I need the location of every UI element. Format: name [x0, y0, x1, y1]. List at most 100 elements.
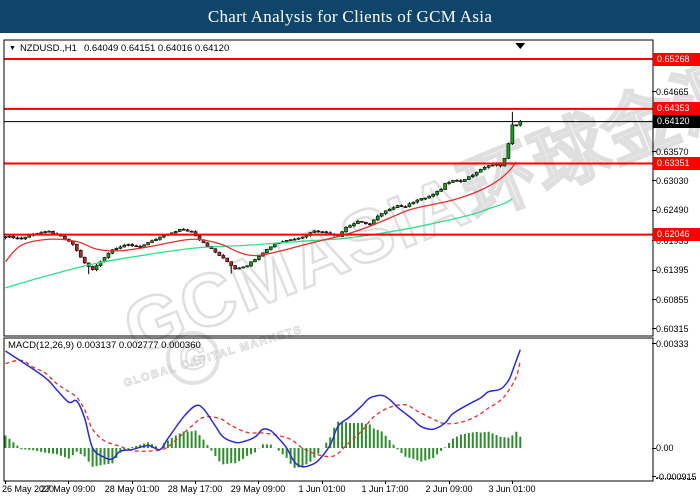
- candle[interactable]: [189, 230, 194, 233]
- candle[interactable]: [154, 239, 158, 241]
- candle[interactable]: [15, 237, 20, 240]
- candle[interactable]: [241, 266, 245, 269]
- macd-pane[interactable]: [4, 349, 522, 468]
- candle[interactable]: [344, 227, 348, 233]
- candle[interactable]: [173, 231, 178, 234]
- candle[interactable]: [122, 244, 127, 248]
- candle[interactable]: [411, 201, 416, 205]
- candle[interactable]: [316, 230, 321, 233]
- candle[interactable]: [213, 248, 218, 253]
- candle[interactable]: [205, 242, 210, 247]
- candle[interactable]: [158, 236, 162, 240]
- candle[interactable]: [478, 168, 483, 173]
- candle[interactable]: [312, 230, 317, 233]
- candle[interactable]: [463, 179, 467, 182]
- candle[interactable]: [71, 240, 75, 245]
- candle[interactable]: [82, 256, 87, 264]
- candle[interactable]: [63, 235, 67, 240]
- candle[interactable]: [419, 198, 424, 201]
- main-chart-pane[interactable]: [4, 58, 653, 289]
- candle[interactable]: [19, 237, 24, 240]
- candle[interactable]: [217, 251, 222, 256]
- candle[interactable]: [284, 240, 289, 242]
- candle[interactable]: [352, 223, 356, 226]
- candle[interactable]: [74, 243, 79, 251]
- candle[interactable]: [360, 221, 364, 223]
- candle[interactable]: [39, 232, 43, 234]
- candle[interactable]: [371, 219, 376, 225]
- candle[interactable]: [51, 230, 55, 234]
- candle[interactable]: [431, 194, 435, 197]
- candle[interactable]: [162, 235, 166, 238]
- candle[interactable]: [415, 199, 420, 203]
- candle[interactable]: [43, 231, 47, 233]
- candle[interactable]: [185, 229, 190, 232]
- candle[interactable]: [443, 183, 447, 190]
- candle[interactable]: [510, 124, 515, 145]
- candle[interactable]: [130, 244, 135, 247]
- candle[interactable]: [387, 208, 392, 212]
- candle[interactable]: [138, 245, 142, 248]
- candle[interactable]: [229, 261, 234, 266]
- candle[interactable]: [379, 213, 384, 217]
- candle[interactable]: [439, 189, 443, 192]
- candle[interactable]: [126, 244, 131, 246]
- candle[interactable]: [90, 266, 95, 270]
- candle[interactable]: [249, 261, 253, 267]
- candle[interactable]: [47, 230, 51, 233]
- candle[interactable]: [459, 180, 463, 182]
- candle[interactable]: [114, 248, 119, 250]
- candle[interactable]: [375, 215, 380, 221]
- candle[interactable]: [245, 265, 249, 268]
- candle[interactable]: [391, 207, 396, 210]
- candle[interactable]: [474, 171, 479, 176]
- candle[interactable]: [514, 124, 519, 127]
- candle[interactable]: [451, 180, 455, 183]
- candle[interactable]: [150, 240, 154, 243]
- candle[interactable]: [368, 223, 372, 226]
- candle[interactable]: [502, 158, 507, 167]
- candle[interactable]: [146, 242, 150, 246]
- candle[interactable]: [296, 237, 301, 240]
- candle[interactable]: [407, 203, 412, 207]
- candle[interactable]: [181, 228, 186, 231]
- candle[interactable]: [237, 267, 241, 270]
- candle[interactable]: [435, 191, 439, 195]
- candle[interactable]: [253, 259, 257, 263]
- candle[interactable]: [348, 225, 352, 228]
- candle[interactable]: [257, 255, 261, 260]
- candle[interactable]: [486, 165, 491, 168]
- candle[interactable]: [455, 180, 459, 182]
- candle[interactable]: [118, 246, 123, 249]
- candle[interactable]: [467, 176, 471, 180]
- candle[interactable]: [272, 243, 277, 248]
- candle[interactable]: [7, 235, 12, 238]
- candle[interactable]: [403, 206, 408, 208]
- candle[interactable]: [506, 143, 511, 159]
- candle[interactable]: [447, 182, 451, 184]
- candle[interactable]: [78, 250, 83, 258]
- candles-layer[interactable]: [4, 111, 523, 275]
- candle[interactable]: [233, 265, 237, 270]
- candle[interactable]: [423, 197, 428, 200]
- candle[interactable]: [288, 239, 293, 241]
- candle[interactable]: [106, 252, 111, 258]
- candle[interactable]: [265, 249, 269, 254]
- candle[interactable]: [134, 245, 138, 248]
- candle[interactable]: [399, 205, 404, 207]
- candle[interactable]: [23, 236, 28, 240]
- candle[interactable]: [98, 261, 103, 266]
- candle[interactable]: [292, 238, 297, 241]
- candle[interactable]: [4, 236, 8, 239]
- candle[interactable]: [383, 210, 388, 214]
- candle[interactable]: [221, 255, 226, 259]
- candle[interactable]: [356, 221, 360, 225]
- candle[interactable]: [490, 164, 495, 167]
- candle[interactable]: [269, 246, 273, 250]
- candle[interactable]: [427, 195, 432, 199]
- candle[interactable]: [177, 228, 182, 232]
- candle[interactable]: [324, 231, 329, 234]
- candle[interactable]: [364, 221, 368, 225]
- dropdown-icon[interactable]: ▼: [9, 45, 16, 52]
